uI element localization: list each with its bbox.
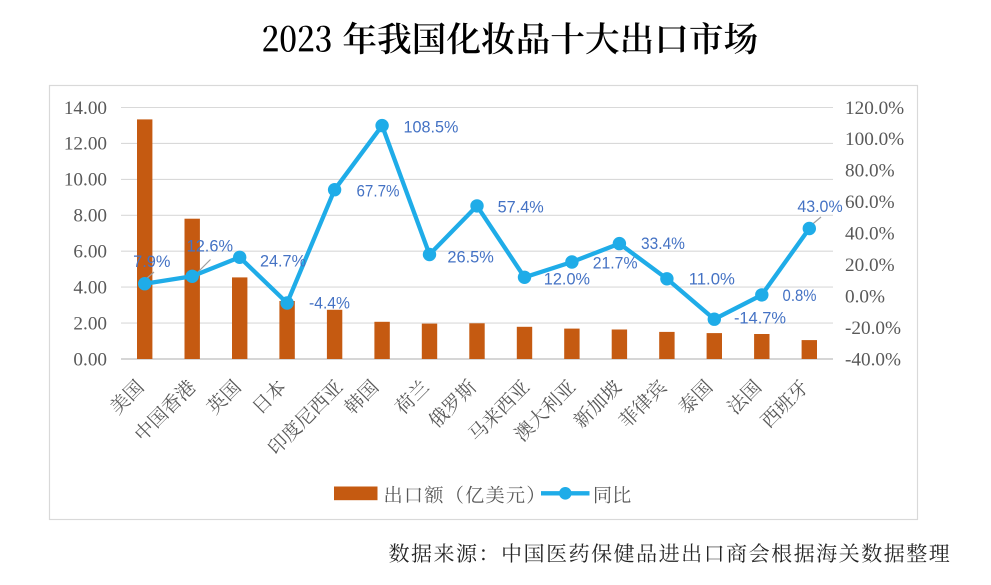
svg-text:24.7%: 24.7% [260,252,306,271]
svg-text:7.9%: 7.9% [133,252,170,271]
svg-text:4.00: 4.00 [73,277,107,298]
svg-text:60.0%: 60.0% [845,192,895,213]
svg-text:11.0%: 11.0% [689,269,735,288]
svg-text:57.4%: 57.4% [498,198,544,217]
svg-text:-14.7%: -14.7% [734,309,786,328]
svg-text:12.0%: 12.0% [544,269,590,288]
svg-text:21.7%: 21.7% [593,253,638,272]
svg-text:33.4%: 33.4% [641,234,685,253]
svg-text:108.5%: 108.5% [404,118,459,137]
svg-text:0.00: 0.00 [73,349,107,370]
svg-text:12.6%: 12.6% [187,237,233,256]
svg-text:-40.0%: -40.0% [845,349,901,370]
svg-text:120.0%: 120.0% [845,98,904,119]
svg-text:43.0%: 43.0% [797,197,842,216]
svg-text:67.7%: 67.7% [357,182,400,201]
svg-text:0.8%: 0.8% [783,286,817,305]
svg-text:2.00: 2.00 [73,313,107,334]
svg-text:-4.4%: -4.4% [309,294,350,313]
svg-text:-20.0%: -20.0% [845,318,901,339]
svg-text:20.0%: 20.0% [845,255,895,276]
svg-text:10.00: 10.00 [64,170,107,191]
svg-text:14.00: 14.00 [64,98,107,119]
svg-text:100.0%: 100.0% [845,129,904,150]
svg-text:6.00: 6.00 [73,242,107,263]
svg-text:80.0%: 80.0% [845,161,895,182]
svg-text:8.00: 8.00 [73,206,107,227]
svg-text:26.5%: 26.5% [447,248,494,267]
svg-text:12.00: 12.00 [64,134,107,155]
svg-text:0.0%: 0.0% [845,286,885,307]
svg-text:40.0%: 40.0% [845,224,895,245]
